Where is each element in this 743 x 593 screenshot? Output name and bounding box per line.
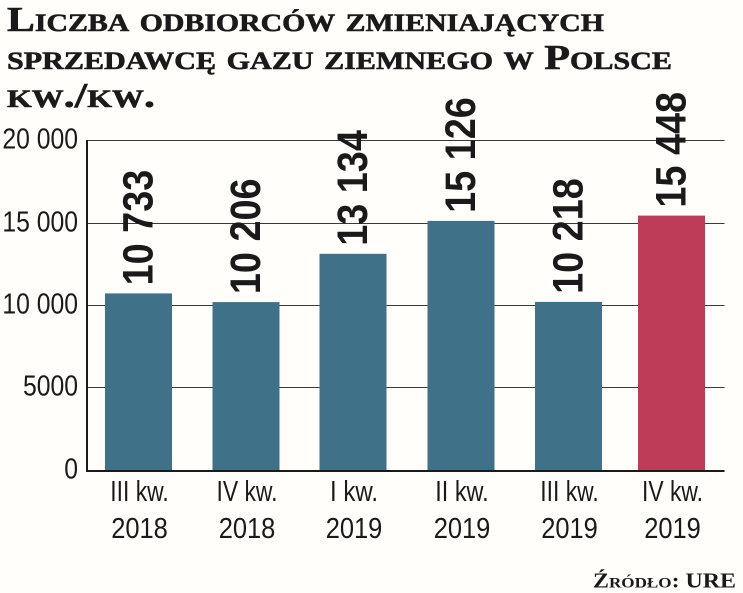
- svg-text:III kw.: III kw.: [540, 477, 598, 508]
- svg-text:15 448: 15 448: [647, 92, 695, 208]
- svg-text:2019: 2019: [434, 512, 491, 545]
- svg-text:2019: 2019: [326, 512, 383, 545]
- svg-text:I kw.: I kw.: [330, 475, 378, 507]
- svg-text:15 126: 15 126: [437, 97, 485, 213]
- svg-text:10 206: 10 206: [222, 178, 270, 294]
- svg-text:IV kw.: IV kw.: [217, 477, 278, 508]
- svg-text:II kw.: II kw.: [435, 475, 488, 508]
- svg-text:10 218: 10 218: [544, 178, 592, 294]
- svg-text:sprzedawcę gazu ziemnego w Pol: sprzedawcę gazu ziemnego w Polsce: [7, 38, 672, 77]
- svg-text:5000: 5000: [23, 370, 78, 402]
- svg-text:IV kw.: IV kw.: [642, 477, 703, 508]
- svg-text:Liczba odbiorców zmieniających: Liczba odbiorców zmieniających: [7, 0, 605, 39]
- svg-text:2018: 2018: [219, 512, 276, 545]
- svg-text:20 000: 20 000: [2, 123, 78, 155]
- svg-text:15 000: 15 000: [2, 206, 78, 238]
- svg-text:10 000: 10 000: [2, 288, 78, 320]
- svg-text:0: 0: [64, 453, 78, 485]
- svg-text:kw./kw.: kw./kw.: [7, 76, 155, 115]
- svg-text:Źródło: URE: Źródło: URE: [593, 569, 736, 593]
- svg-text:13 134: 13 134: [329, 130, 377, 246]
- svg-text:2019: 2019: [644, 512, 701, 545]
- svg-text:2019: 2019: [541, 512, 598, 545]
- svg-text:10 733: 10 733: [114, 170, 162, 286]
- svg-text:2018: 2018: [111, 512, 168, 545]
- svg-text:III kw.: III kw.: [110, 477, 168, 508]
